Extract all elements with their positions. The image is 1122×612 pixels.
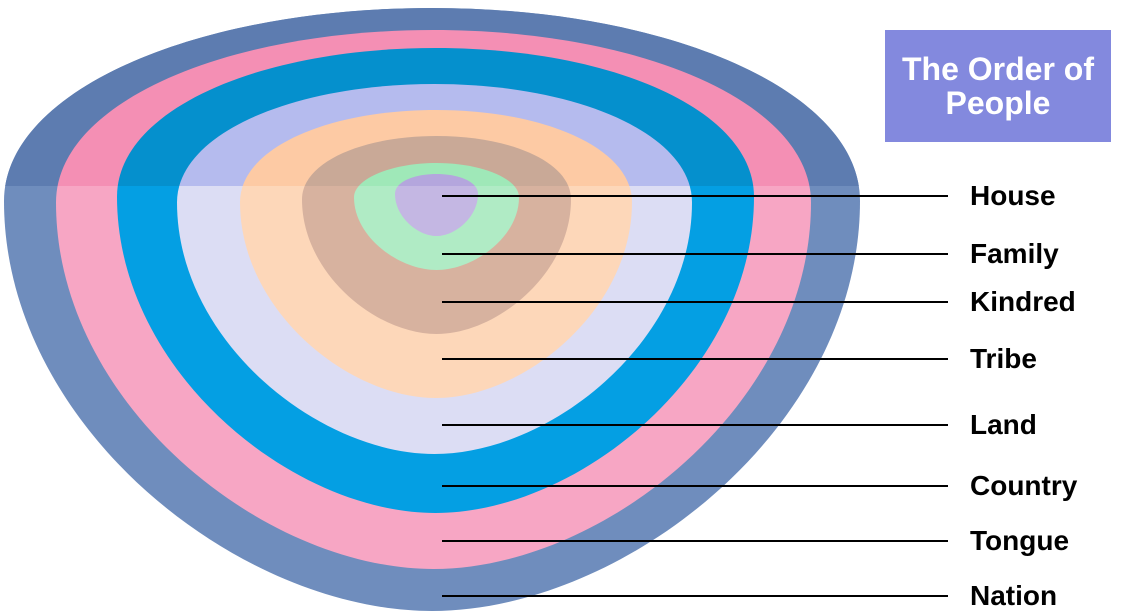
title-line-2: People bbox=[946, 86, 1051, 120]
label-country: Country bbox=[970, 470, 1077, 502]
label-family: Family bbox=[970, 238, 1059, 270]
label-kindred: Kindred bbox=[970, 286, 1076, 318]
title-line-1: The Order of bbox=[902, 52, 1094, 86]
title-box: The Order of People bbox=[885, 30, 1111, 142]
label-tribe: Tribe bbox=[970, 343, 1037, 375]
label-nation: Nation bbox=[970, 580, 1057, 612]
label-land: Land bbox=[970, 409, 1037, 441]
label-tongue: Tongue bbox=[970, 525, 1069, 557]
label-house: House bbox=[970, 180, 1056, 212]
